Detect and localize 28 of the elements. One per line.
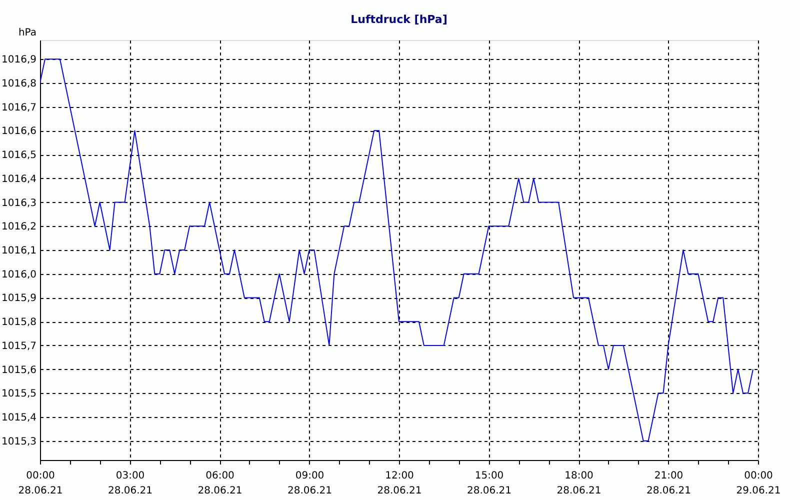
y-tick-label: 1016,7 bbox=[2, 102, 36, 114]
x-tick-label: 12:00 28.06.21 bbox=[377, 470, 422, 496]
x-tick-label: 21:00 28.06.21 bbox=[646, 470, 692, 496]
x-tick-label: 18:00 28.06.21 bbox=[556, 470, 602, 496]
y-tick-label: 1016,5 bbox=[2, 150, 36, 162]
y-tick-label: 1016,9 bbox=[2, 54, 36, 66]
y-tick-label: 1015,9 bbox=[2, 293, 36, 304]
y-tick-label: 1015,3 bbox=[2, 436, 36, 448]
x-tick-label: 06:00 28.06.21 bbox=[198, 470, 242, 496]
y-axis-title: hPa bbox=[18, 28, 36, 38]
y-tick-label: 1015,7 bbox=[2, 340, 36, 352]
y-tick-label: 1016,0 bbox=[2, 269, 36, 280]
y-tick-label: 1016,3 bbox=[2, 198, 36, 209]
x-tick-label: 00:00 29.06.21 bbox=[736, 470, 781, 496]
y-tick-label: 1015,6 bbox=[2, 364, 36, 376]
x-tick-label: 09:00 28.06.21 bbox=[287, 470, 332, 496]
y-tick-label: 1016,6 bbox=[2, 126, 36, 138]
x-tick-label: 00:00 28.06.21 bbox=[18, 470, 63, 496]
y-tick-label: 1015,5 bbox=[2, 388, 36, 400]
chart-title: Luftdruck [hPa] bbox=[350, 13, 448, 26]
y-tick-label: 1016,4 bbox=[2, 174, 36, 185]
y-tick-label: 1015,4 bbox=[2, 412, 36, 424]
y-tick-label: 1016,2 bbox=[2, 222, 36, 233]
y-tick-label: 1016,1 bbox=[2, 246, 36, 256]
y-tick-label: 1015,8 bbox=[2, 317, 36, 328]
y-tick-label: 1016,8 bbox=[2, 78, 36, 90]
x-tick-label: 15:00 28.06.21 bbox=[466, 470, 512, 496]
x-tick-label: 03:00 28.06.21 bbox=[108, 470, 153, 496]
